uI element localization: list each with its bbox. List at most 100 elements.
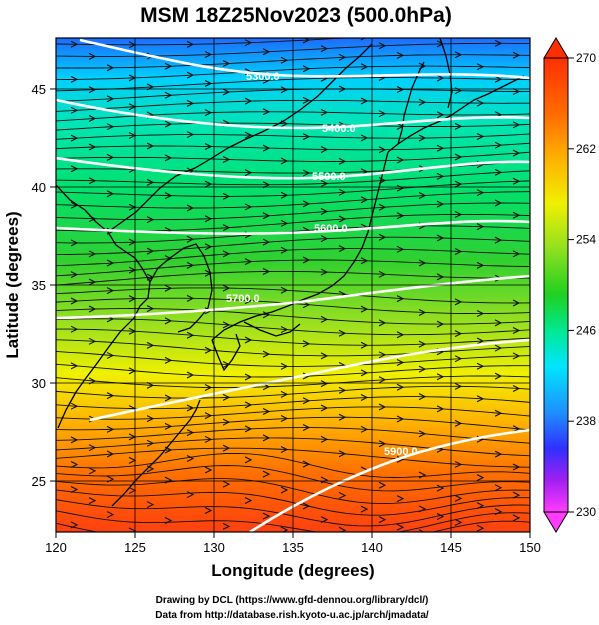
wind-arrow-icon — [436, 373, 445, 381]
wind-arrow-icon — [360, 38, 366, 41]
wind-arrow-icon — [476, 99, 485, 107]
wind-arrow-icon — [204, 269, 213, 277]
wind-arrow-icon — [70, 165, 79, 173]
wind-arrow-icon — [244, 425, 253, 433]
streamline — [56, 88, 530, 102]
lat-tick-label: 25 — [32, 474, 46, 489]
wind-arrow-icon — [204, 383, 213, 391]
wind-streamlines — [56, 38, 530, 532]
wind-arrow-icon — [204, 506, 213, 514]
wind-arrow-icon — [436, 234, 445, 242]
wind-arrow-icon — [164, 356, 173, 364]
wind-arrow-icon — [106, 287, 115, 295]
wind-arrow-icon — [494, 39, 503, 47]
wind-arrow-icon — [320, 180, 329, 187]
wind-arrow-icon — [106, 450, 115, 458]
wind-arrow-icon — [88, 305, 97, 313]
wind-arrow-icon — [106, 392, 115, 400]
wind-arrow-icon — [262, 434, 271, 442]
streamline — [56, 270, 530, 286]
wind-arrow-icon — [88, 444, 97, 452]
wind-arrow-icon — [280, 219, 289, 227]
wind-arrow-icon — [164, 120, 173, 128]
wind-arrow-icon — [436, 512, 445, 520]
wind-arrow-icon — [338, 526, 347, 532]
lon-tick-label: 125 — [124, 540, 146, 555]
wind-arrow-icon — [360, 305, 369, 313]
wind-arrow-icon — [186, 261, 195, 269]
wind-arrow-icon — [338, 450, 347, 458]
wind-arrow-icon — [186, 99, 195, 107]
wind-arrow-icon — [302, 133, 311, 141]
wind-arrow-icon — [378, 146, 387, 154]
streamline — [56, 202, 530, 221]
wind-arrow-icon — [204, 243, 213, 251]
wind-arrow-icon — [454, 122, 463, 130]
wind-arrow-icon — [70, 75, 79, 83]
wind-arrow-icon — [280, 191, 289, 199]
wind-arrow-icon — [106, 190, 115, 198]
wind-arrow-icon — [476, 63, 485, 71]
wind-arrow-icon — [436, 484, 445, 492]
wind-arrow-icon — [512, 352, 521, 360]
wind-arrow-icon — [106, 259, 115, 267]
wind-arrow-icon — [512, 463, 521, 471]
wind-arrow-icon — [222, 321, 231, 329]
wind-arrow-icon — [222, 444, 231, 452]
wind-arrow-icon — [186, 204, 195, 212]
wind-arrow-icon — [476, 395, 485, 403]
streamline — [56, 65, 530, 81]
wind-arrow-icon — [338, 157, 347, 165]
wind-arrow-icon — [378, 233, 387, 241]
lat-tick-label: 35 — [32, 278, 46, 293]
wind-arrow-icon — [396, 245, 405, 253]
wind-arrow-icon — [378, 110, 387, 118]
wind-arrow-icon — [302, 340, 311, 348]
wind-arrow-icon — [164, 62, 173, 70]
wind-arrow-icon — [88, 278, 97, 286]
wind-arrow-icon — [204, 143, 213, 151]
wind-arrow-icon — [146, 178, 155, 186]
wind-arrow-icon — [280, 56, 289, 64]
wind-arrow-icon — [204, 412, 213, 420]
wind-arrow-icon — [360, 369, 369, 377]
wind-arrow-icon — [262, 212, 271, 220]
wind-arrow-icon — [70, 134, 79, 142]
wind-arrow-icon — [88, 497, 97, 505]
streamline — [56, 328, 530, 346]
wind-arrow-icon — [204, 435, 213, 443]
wind-arrow-icon — [320, 45, 329, 53]
wind-arrow-icon — [146, 247, 155, 255]
streamline — [56, 248, 530, 267]
wind-arrow-icon — [360, 97, 369, 105]
wind-arrow-icon — [146, 415, 155, 423]
wind-arrow-icon — [512, 299, 521, 307]
wind-arrow-icon — [70, 402, 79, 410]
wind-arrow-icon — [454, 460, 463, 468]
wind-arrow-icon — [88, 86, 97, 94]
wind-arrow-icon — [70, 362, 79, 370]
wind-arrow-icon — [378, 319, 387, 327]
wind-arrow-icon — [262, 108, 271, 116]
lon-tick-label: 120 — [45, 540, 67, 555]
wind-arrow-icon — [320, 208, 329, 216]
wind-arrow-icon — [360, 341, 369, 349]
colorbar-scale — [543, 57, 569, 513]
wind-arrow-icon — [454, 518, 463, 526]
wind-arrow-icon — [476, 310, 485, 318]
longitude-axis: 120 125 130 135 140 145 150 — [45, 532, 541, 555]
colorbar-tick-label: 230 — [576, 505, 596, 519]
streamline — [56, 170, 530, 186]
data-credit: Data from http://database.rish.kyoto-u.a… — [155, 610, 429, 621]
streamline — [56, 77, 530, 92]
wind-arrow-icon — [302, 200, 311, 208]
wind-arrow-icon — [320, 435, 329, 443]
wind-arrow-icon — [146, 341, 155, 349]
wind-arrow-icon — [396, 51, 405, 59]
wind-arrow-icon — [360, 196, 369, 204]
wind-arrow-icon — [244, 297, 253, 305]
wind-arrow-icon — [164, 154, 173, 162]
wind-arrow-icon — [396, 295, 405, 303]
wind-arrow-icon — [244, 97, 253, 105]
streamline — [56, 465, 530, 492]
